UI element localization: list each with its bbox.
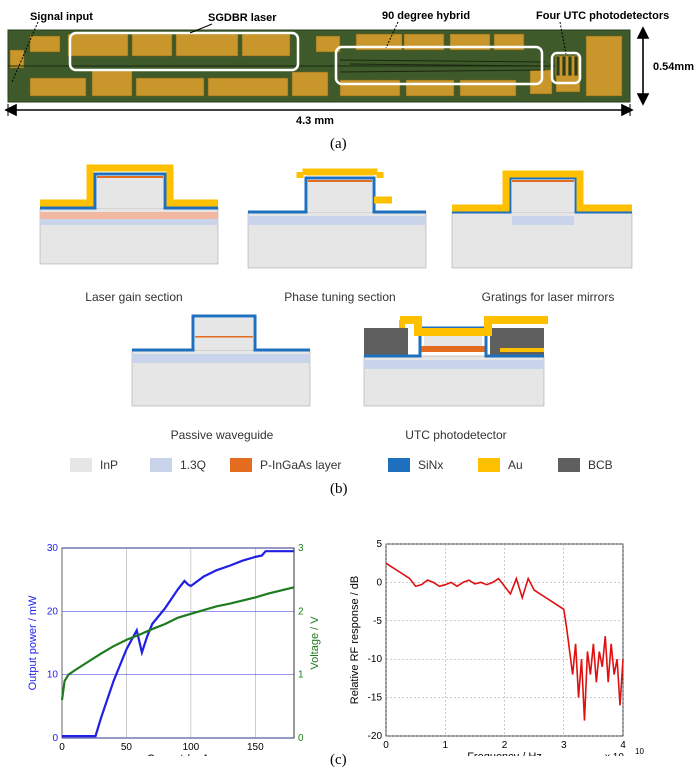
liv-ylabel-right: Voltage / V — [309, 616, 321, 670]
section-label-phase: Phase tuning section — [284, 290, 396, 304]
caption-a: (a) — [330, 136, 347, 152]
legend-label-1-3q: 1.3Q — [180, 458, 207, 472]
rf-ytick-label: 0 — [376, 577, 382, 588]
liv-xtick-label: 0 — [59, 742, 65, 753]
legend-swatch-bcb — [558, 458, 580, 472]
liv-y2tick-label: 2 — [298, 606, 304, 617]
rf-response-line — [385, 562, 624, 721]
cross-section-passive-waveguide — [131, 314, 311, 407]
cross-section-utc — [363, 316, 548, 407]
liv-y2tick-label: 1 — [298, 670, 304, 681]
liv-ytick-label: 20 — [47, 606, 59, 617]
legend-label-p-ingaas: P-InGaAs layer — [260, 458, 342, 472]
cross-section-gratings — [451, 170, 633, 269]
sgdbr-box — [68, 31, 300, 72]
section-label-utc: UTC photodetector — [405, 428, 507, 442]
legend-swatch-sinx — [388, 458, 410, 472]
caption-b: (b) — [330, 481, 348, 497]
legend-label-bcb: BCB — [588, 458, 613, 472]
rf-ytick-label: 5 — [376, 539, 382, 550]
legend-label-inp: InP — [100, 458, 119, 472]
dimension-arrows — [4, 26, 650, 117]
rf-ytick-label: -10 — [368, 654, 383, 665]
chip-photo — [4, 21, 650, 117]
liv-xlabel: Current / mA — [147, 753, 210, 756]
liv-xtick-label: 50 — [121, 742, 133, 753]
section-label-gain: Laser gain section — [85, 290, 183, 304]
section-label-passive: Passive waveguide — [170, 428, 274, 442]
rf-xtick-label: 0 — [383, 740, 389, 751]
rf-xlabel: Frequency / Hz — [467, 751, 542, 756]
legend-label-au: Au — [508, 458, 523, 472]
liv-ytick-label: 10 — [47, 670, 59, 681]
hybrid-box — [334, 45, 544, 86]
liv-y2tick-label: 0 — [298, 733, 304, 744]
length-label: 4.3 mm — [296, 115, 334, 127]
utc-label: Four UTC photodetectors — [536, 10, 670, 22]
rf-x-exponent-power: 10 — [635, 747, 644, 756]
liv-xtick-label: 100 — [183, 742, 200, 753]
section-label-gratings: Gratings for laser mirrors — [481, 290, 615, 304]
cross-section-phase-tuning — [247, 168, 427, 269]
rf-ylabel: Relative RF response / dB — [349, 576, 361, 704]
rf-response-chart: 0 1 2 3 4 5 0 -5 -10 -15 -20 Frequency / Hz Relative… — [349, 539, 644, 756]
legend-swatch-au — [478, 458, 500, 472]
cross-sections — [39, 164, 633, 407]
liv-plot-area — [61, 547, 295, 739]
rf-ytick-label: -15 — [368, 693, 383, 704]
rf-ytick-label: -20 — [368, 731, 383, 742]
rf-ytick-label: -5 — [373, 616, 382, 627]
signal-input-label: Signal input — [30, 11, 93, 23]
height-label: 0.54mm — [653, 61, 694, 73]
caption-c: (c) — [330, 752, 347, 768]
liv-ytick-label: 0 — [52, 733, 58, 744]
hybrid-label: 90 degree hybrid — [382, 10, 471, 22]
legend-swatch-1-3q — [150, 458, 172, 472]
rf-xtick-label: 1 — [442, 740, 448, 751]
rf-xtick-label: 3 — [561, 740, 567, 751]
rf-x-exponent: x 10 — [605, 752, 624, 756]
liv-power-line — [62, 550, 294, 738]
legend-swatch-p-ingaas — [230, 458, 252, 472]
liv-xtick-label: 150 — [247, 742, 264, 753]
legend-swatch-inp — [70, 458, 92, 472]
liv-y2tick-label: 3 — [298, 543, 304, 554]
rf-xtick-label: 4 — [620, 740, 626, 751]
liv-ylabel-left: Output power / mW — [27, 595, 39, 690]
rf-xtick-label: 2 — [502, 740, 508, 751]
cross-section-laser-gain — [39, 164, 219, 265]
legend-label-sinx: SiNx — [418, 458, 444, 472]
liv-chart: 0 50 100 150 0 10 20 30 0 1 2 3 Current / mA Output p… — [27, 543, 321, 756]
liv-ytick-label: 30 — [47, 543, 59, 554]
liv-voltage-line — [60, 586, 295, 701]
sgdbr-label: SGDBR laser — [208, 12, 277, 24]
